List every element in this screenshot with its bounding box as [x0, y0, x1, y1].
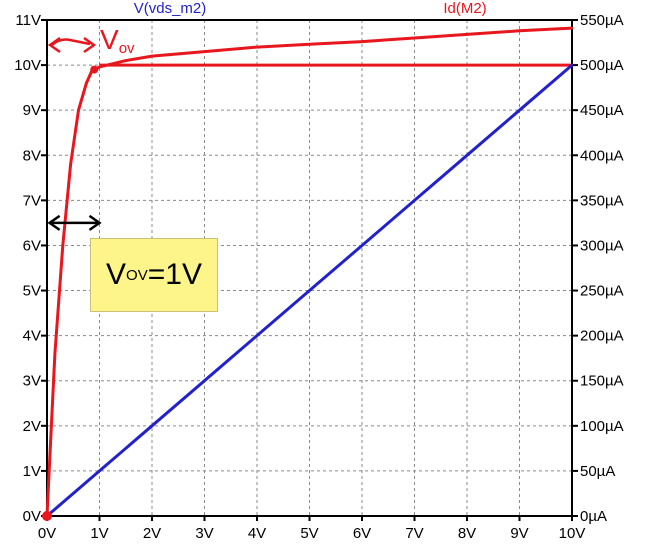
y-left-tick-label: 4V — [23, 328, 41, 345]
data-point — [98, 65, 101, 69]
data-point — [69, 163, 72, 166]
data-point — [255, 334, 259, 337]
data-point — [77, 108, 80, 112]
y-left-tick-label: 9V — [23, 102, 41, 119]
data-point — [150, 54, 154, 58]
data-point — [124, 59, 127, 62]
x-tick-label: 4V — [248, 525, 266, 542]
data-point — [360, 244, 364, 247]
vov-annotation-sub: OV — [126, 266, 148, 284]
data-point — [518, 108, 521, 112]
y-right-tick-label: 250µA — [580, 283, 624, 300]
data-point — [53, 352, 57, 355]
y-right-tick-label: 400µA — [580, 147, 624, 164]
x-tick-label: 9V — [510, 525, 528, 542]
vov-arrow-head-right — [88, 214, 102, 231]
data-point — [518, 29, 521, 33]
y-right-tick-label: 150µA — [580, 373, 624, 390]
data-point — [465, 154, 469, 157]
y-right-tick-label: 100µA — [580, 418, 624, 435]
data-point — [255, 45, 259, 49]
series-name-id: Id(M2) — [443, 0, 486, 17]
x-tick-label: 8V — [458, 525, 476, 542]
y-right-tick-label: 200µA — [580, 328, 624, 345]
data-point — [85, 81, 88, 85]
data-point — [413, 199, 416, 202]
vov-annotation-rest: =1V — [147, 258, 202, 291]
vov-arrow-head-left — [47, 214, 61, 231]
data-point — [308, 43, 311, 46]
x-tick-label: 3V — [195, 525, 213, 542]
data-point — [203, 50, 206, 53]
y-left-tick-label: 1V — [23, 463, 41, 480]
vov-annotation-box: V OV =1V — [90, 238, 218, 312]
data-point — [413, 36, 416, 40]
data-point — [61, 244, 64, 247]
y-right-tick-label: 450µA — [580, 102, 624, 119]
y-right-tick-label: 300µA — [580, 237, 624, 254]
vov-handwritten-main: V — [100, 24, 119, 55]
x-tick-label: 2V — [143, 525, 161, 542]
y-left-tick-label: 11V — [15, 12, 41, 29]
vov-handwritten-label: Vov — [100, 24, 135, 57]
y-right-tick-label: 500µA — [580, 57, 624, 74]
x-tick-label: 7V — [405, 525, 423, 542]
y-left-tick-label: 5V — [23, 283, 41, 300]
series-name-vds: V(vds_m2) — [134, 0, 207, 17]
y-left-tick-label: 2V — [23, 418, 41, 435]
y-left-tick-label: 3V — [23, 373, 41, 390]
red-arrow-head-right — [83, 36, 97, 54]
x-tick-label: 0V — [38, 525, 56, 542]
y-left-tick-label: 7V — [23, 192, 41, 209]
x-tick-label: 10V — [559, 525, 586, 542]
y-left-tick-label: 0V — [23, 508, 41, 525]
y-left-tick-label: 6V — [23, 237, 41, 254]
vov-handwritten-sub: ov — [118, 40, 135, 57]
y-right-tick-label: 0µA — [580, 508, 607, 525]
origin-marker — [42, 511, 52, 521]
x-tick-label: 6V — [353, 525, 371, 542]
y-right-tick-label: 550µA — [580, 12, 624, 29]
data-point — [570, 26, 574, 30]
data-point — [98, 469, 101, 473]
data-point — [150, 424, 154, 428]
knee-marker — [90, 65, 99, 74]
data-point — [48, 460, 51, 464]
vov-annotation-main: V — [106, 258, 127, 291]
data-point — [360, 40, 364, 43]
y-left-tick-label: 8V — [23, 147, 41, 164]
x-tick-label: 1V — [90, 525, 108, 542]
data-point — [308, 289, 311, 292]
x-tick-label: 5V — [300, 525, 318, 542]
data-point — [570, 63, 574, 67]
y-right-tick-label: 50µA — [580, 463, 615, 480]
y-right-tick-label: 350µA — [580, 192, 624, 209]
data-point — [203, 379, 206, 382]
y-left-tick-label: 10V — [14, 57, 41, 74]
data-point — [465, 33, 469, 36]
red-arrow-head-left — [47, 36, 61, 54]
